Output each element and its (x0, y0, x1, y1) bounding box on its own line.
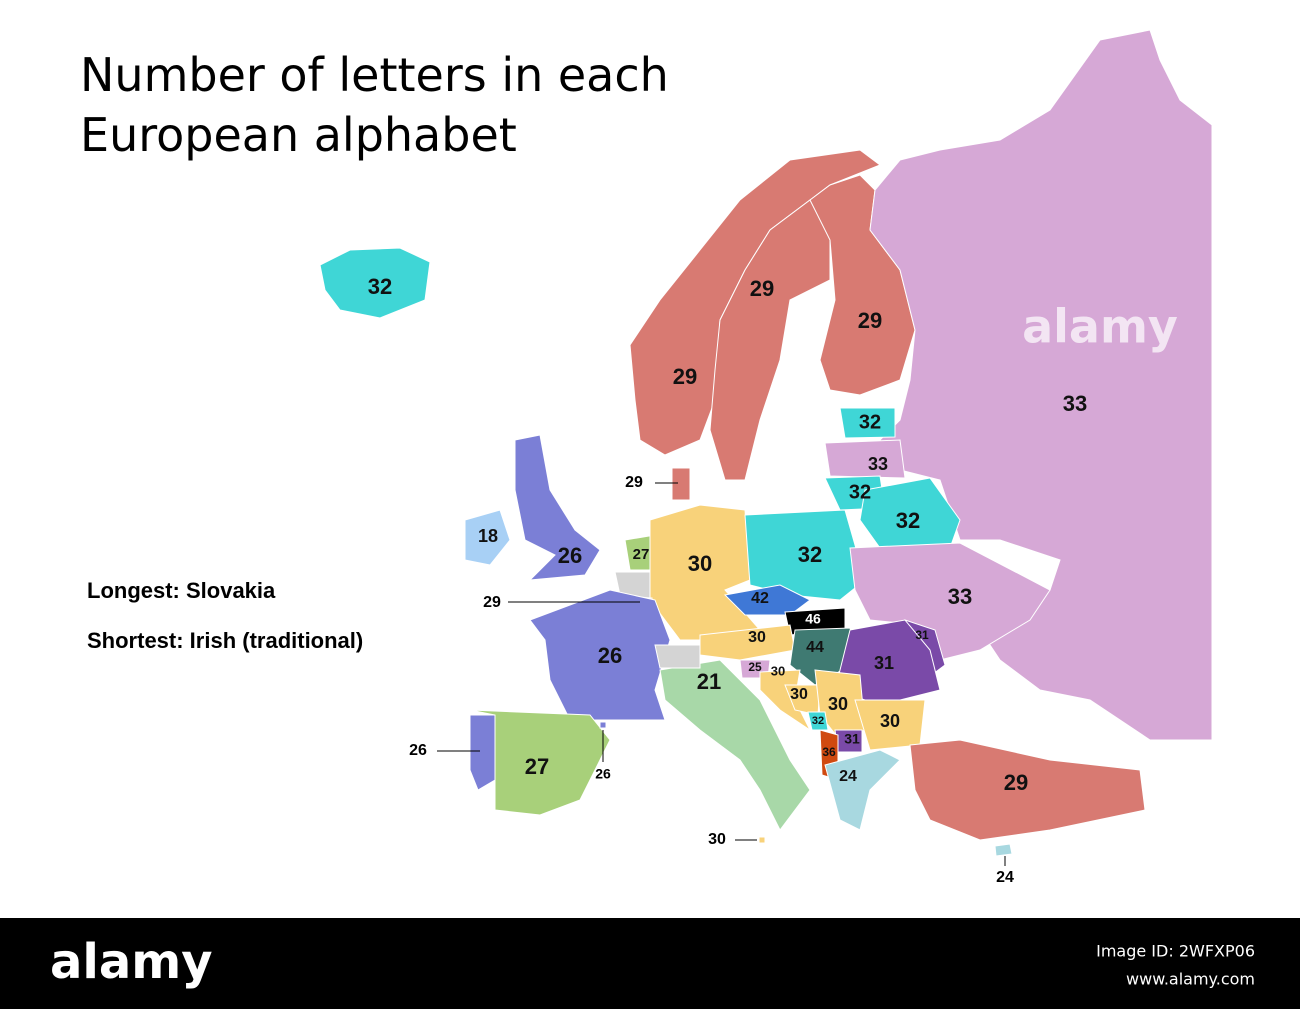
region (599, 721, 607, 729)
region (469, 714, 496, 791)
region (529, 589, 671, 721)
region-label: 30 (688, 551, 712, 576)
region-label: 33 (948, 584, 972, 609)
region-label: 32 (812, 715, 824, 727)
region-label: 42 (751, 590, 769, 607)
region-label: 30 (708, 831, 726, 848)
region-label: 29 (673, 364, 697, 389)
region (723, 584, 811, 616)
region (839, 407, 896, 439)
region-label: 32 (859, 411, 881, 433)
region-label: 29 (750, 276, 774, 301)
region-label: 18 (478, 526, 498, 546)
region (469, 709, 611, 816)
region-label: 26 (558, 543, 582, 568)
region-label: 27 (525, 754, 549, 779)
region (849, 542, 1051, 661)
no-data-area (654, 644, 701, 669)
region-label: 32 (368, 274, 392, 299)
region (464, 509, 511, 566)
region-label: 27 (633, 546, 650, 563)
region-label: 21 (697, 669, 721, 694)
note: Longest: Slovakia (87, 578, 276, 603)
region-label: 29 (1004, 770, 1028, 795)
region (671, 467, 691, 501)
region-label: 30 (880, 711, 900, 731)
region-label: 36 (822, 745, 836, 759)
region-label: 26 (409, 742, 427, 759)
region (824, 439, 906, 479)
region-label: 26 (595, 766, 611, 782)
region (809, 174, 916, 396)
region-label: 29 (625, 474, 643, 491)
region (869, 29, 1213, 741)
region (514, 434, 601, 581)
region-label: 26 (598, 643, 622, 668)
region-label: 30 (771, 663, 785, 678)
region-label: 32 (896, 508, 920, 533)
region-label: 29 (858, 308, 882, 333)
region-label: 46 (805, 611, 821, 627)
region (659, 659, 811, 831)
region-label: 30 (748, 629, 766, 646)
region-label: 32 (849, 481, 871, 503)
region (994, 843, 1013, 857)
title-line: Number of letters in each European alphab… (80, 48, 669, 162)
footer-id: Image ID: 2WFXP06 (1096, 942, 1255, 961)
region-label: 30 (790, 686, 808, 703)
region (807, 711, 829, 731)
region-label: 29 (483, 594, 501, 611)
region-label: 31 (915, 628, 929, 642)
region-label: 24 (839, 768, 857, 785)
footer-bar (0, 918, 1300, 1009)
region (909, 739, 1146, 841)
region-label: 25 (748, 660, 762, 674)
region (758, 836, 766, 844)
region (824, 749, 901, 831)
region-label: 33 (868, 454, 888, 474)
region (319, 247, 431, 319)
region (709, 199, 831, 481)
region-label: 24 (996, 869, 1014, 886)
regions: 32 29 29 29 33 32 33 32 32 29 18 26 27 30 32 33 29 42 46 26… (319, 29, 1213, 886)
footer-url: www.alamy.com (1126, 970, 1255, 989)
region-label: 33 (1063, 391, 1087, 416)
watermark: alamy (1022, 300, 1178, 354)
note: Shortest: Irish (traditional) (87, 628, 363, 653)
region-label: 32 (798, 542, 822, 567)
region (744, 509, 866, 601)
region-label: 30 (828, 694, 848, 714)
region-label: 44 (806, 639, 824, 656)
region-label: 31 (844, 731, 860, 747)
region-label: 31 (874, 653, 894, 673)
footer-brand: alamy (50, 934, 213, 990)
